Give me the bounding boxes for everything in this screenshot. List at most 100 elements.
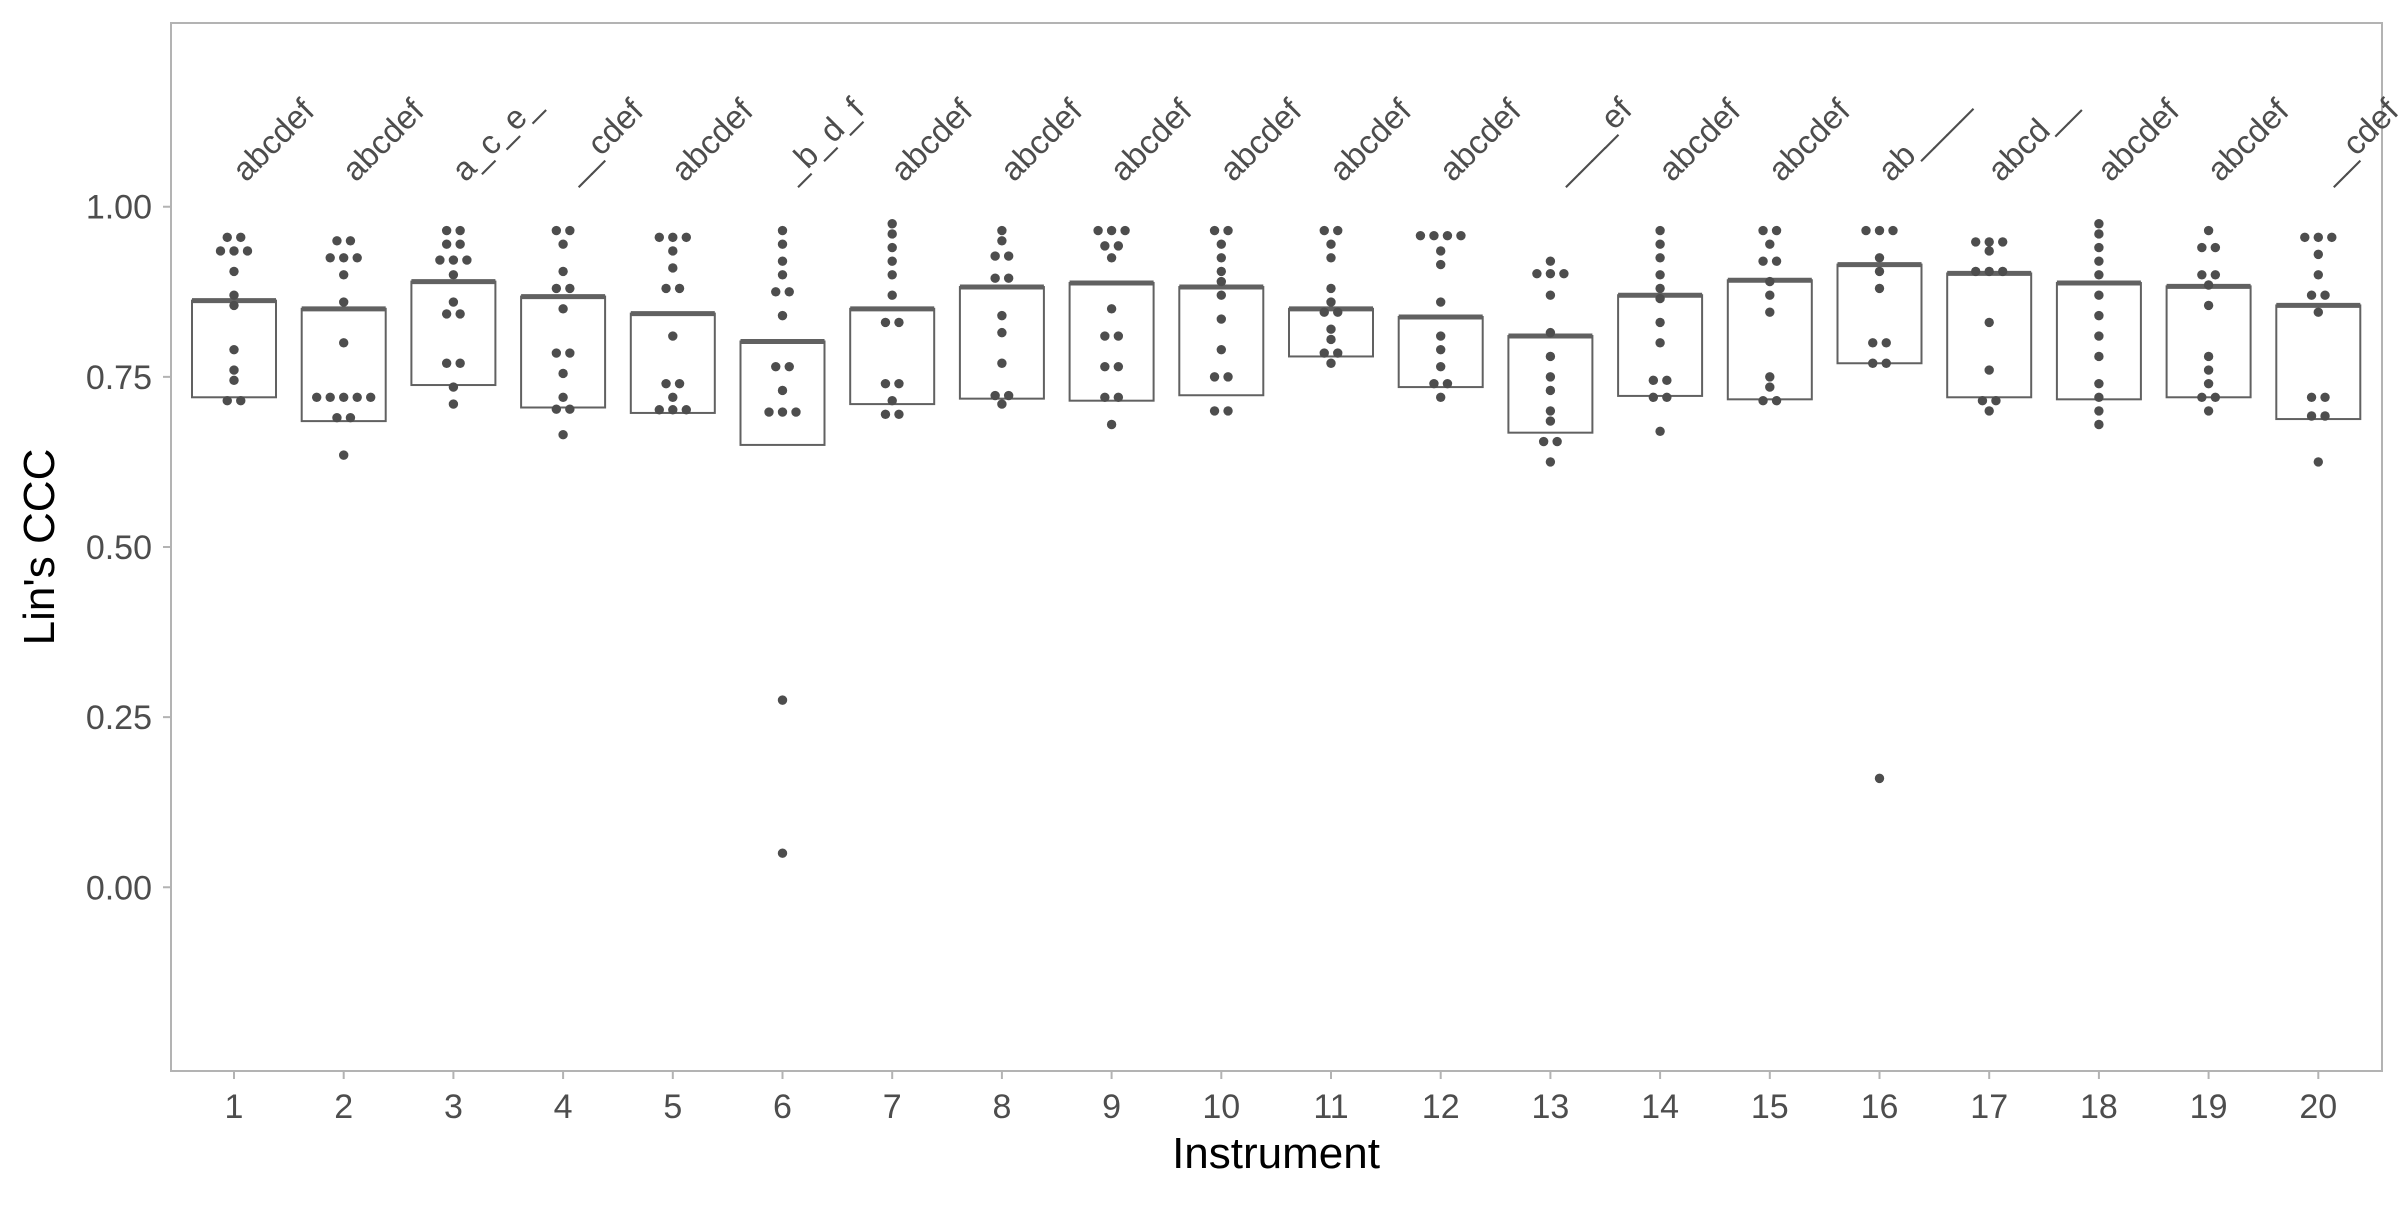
data-point (1429, 378, 1439, 389)
data-point (1106, 304, 1117, 314)
data-point (2300, 232, 2310, 243)
x-tick-label: 20 (2299, 1088, 2337, 1126)
data-point (1545, 406, 1556, 416)
x-tick-label: 16 (1861, 1088, 1899, 1126)
data-point (345, 236, 356, 246)
data-point (1100, 331, 1110, 341)
data-point (1545, 372, 1556, 382)
data-point (887, 256, 897, 266)
y-tick-label: 0.00 (86, 869, 152, 907)
x-axis: 1 2 3 4 5 6 7 8 9 10 11 12 13 14 15 16 17 18 19 20 (225, 1071, 2337, 1126)
data-point (1765, 276, 1775, 287)
data-point (455, 358, 465, 368)
data-point (1758, 256, 1768, 266)
data-point (441, 358, 452, 368)
data-point (2094, 290, 2104, 300)
data-point (215, 246, 226, 256)
data-point (1662, 375, 1672, 385)
data-point (681, 232, 691, 243)
data-point (2203, 351, 2214, 362)
data-point (1436, 361, 1446, 372)
data-point (455, 309, 465, 319)
data-point (1113, 361, 1124, 372)
data-point (1436, 392, 1446, 402)
data-point (1655, 338, 1665, 348)
data-point (1456, 230, 1466, 241)
data-point (551, 348, 562, 358)
data-point (2306, 392, 2317, 402)
data-point (1113, 392, 1124, 402)
data-point (455, 225, 465, 236)
data-point (668, 246, 678, 256)
data-point (1100, 241, 1110, 251)
data-point (1648, 392, 1659, 402)
data-point (448, 255, 459, 265)
data-point (764, 407, 774, 417)
data-point (242, 246, 253, 256)
data-point (1436, 344, 1446, 355)
data-point (2327, 232, 2337, 243)
data-point (1888, 225, 1898, 236)
data-point (2094, 351, 2104, 362)
data-point (339, 253, 349, 263)
data-point (1436, 246, 1446, 256)
data-point (1436, 331, 1446, 341)
data-point (887, 290, 897, 300)
data-point (681, 405, 691, 415)
data-point (997, 399, 1007, 409)
data-point (880, 317, 891, 328)
data-point (229, 344, 239, 355)
y-tick-label: 0.50 (86, 529, 152, 567)
data-point (1765, 382, 1775, 392)
x-tick-label: 18 (2080, 1088, 2118, 1126)
data-point (229, 266, 239, 277)
data-point (2094, 219, 2104, 229)
data-point (887, 270, 897, 280)
data-point (771, 287, 781, 297)
data-point (2197, 392, 2207, 402)
x-tick-label: 1 (225, 1088, 244, 1126)
data-point (1545, 457, 1556, 467)
data-point (997, 327, 1007, 338)
data-point (1545, 290, 1556, 300)
points-layer (215, 219, 2337, 858)
data-point (332, 236, 342, 246)
data-point (1319, 348, 1329, 358)
data-point (1326, 239, 1336, 249)
data-point (441, 239, 452, 249)
data-point (312, 392, 322, 402)
data-point (1326, 324, 1336, 334)
data-point (339, 450, 349, 460)
x-tick-label: 15 (1751, 1088, 1789, 1126)
data-point (777, 310, 788, 321)
data-point (887, 242, 897, 253)
data-point (2203, 365, 2214, 375)
data-point (435, 255, 445, 265)
data-point (1655, 426, 1665, 437)
data-point (1758, 395, 1768, 406)
data-point (2203, 406, 2214, 416)
data-point (887, 395, 897, 406)
data-point (565, 283, 575, 294)
data-point (1532, 268, 1542, 279)
data-point (1655, 225, 1665, 236)
data-point (1003, 273, 1014, 283)
data-point (558, 392, 568, 402)
data-point (784, 361, 794, 372)
data-point (1545, 416, 1556, 426)
data-point (1984, 237, 1994, 247)
data-point (2203, 280, 2214, 290)
data-point (2094, 256, 2104, 266)
data-point (1758, 225, 1768, 236)
data-point (880, 378, 891, 389)
data-point (1552, 436, 1562, 447)
data-point (2094, 392, 2104, 402)
data-point (1765, 307, 1775, 317)
data-point (668, 263, 678, 273)
data-point (325, 253, 335, 263)
x-tick-label: 9 (1102, 1088, 1121, 1126)
data-point (222, 395, 232, 406)
data-point (222, 232, 232, 243)
data-point (1765, 290, 1775, 300)
